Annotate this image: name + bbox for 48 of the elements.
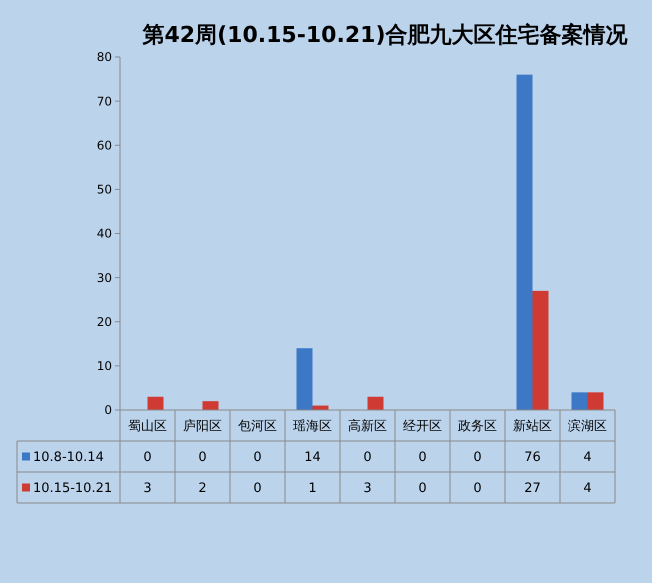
x-tick-label: 蜀山区 [128,419,167,434]
data-label: 0 [198,450,207,466]
data-label: 0 [143,450,152,466]
y-tick-label: 80 [96,50,112,64]
data-label: 0 [363,450,372,466]
data-label: 0 [418,481,427,496]
y-tick-label: 40 [96,226,112,241]
x-tick-label: 滨湖区 [568,418,607,434]
y-tick-label: 50 [96,182,112,197]
chart-title: 第42周(10.15-10.21)合肥九大区住宅备案情况 [141,22,629,48]
x-tick-label: 高新区 [348,418,387,434]
y-tick-label: 10 [96,359,112,374]
x-tick-label: 瑶海区 [293,419,332,434]
data-label: 0 [253,450,262,466]
data-label: 0 [473,450,482,466]
data-label: 4 [583,481,592,496]
data-label: 1 [308,481,317,496]
y-tick-label: 0 [104,403,112,418]
y-tick-label: 20 [96,314,112,329]
bar [532,290,548,410]
bar [588,392,604,410]
data-label: 0 [473,481,482,496]
legend-label: 10.8-10.14 [33,450,104,466]
bar [296,348,312,410]
x-tick-label: 经开区 [403,419,442,434]
data-label: 0 [253,481,262,496]
data-label: 3 [143,481,152,496]
x-tick-label: 包河区 [238,419,277,434]
y-tick-label: 30 [96,270,112,285]
data-label: 2 [198,481,207,496]
bar [312,406,328,410]
y-tick-label: 70 [96,94,112,108]
data-label: 4 [583,450,592,466]
bar [516,74,532,410]
data-label: 0 [418,450,427,466]
x-tick-label: 新站区 [513,419,552,434]
bar [368,396,384,410]
x-tick-label: 庐阳区 [183,418,222,434]
data-label: 14 [304,450,321,466]
y-tick-label: 60 [96,138,112,152]
data-label: 3 [363,481,372,496]
bar [572,392,588,410]
legend-label: 10.15-10.21 [33,481,112,496]
data-label: 27 [524,481,541,496]
bar [148,396,164,410]
bar [202,401,218,410]
x-tick-label: 政务区 [458,419,497,434]
data-label: 76 [524,450,541,466]
